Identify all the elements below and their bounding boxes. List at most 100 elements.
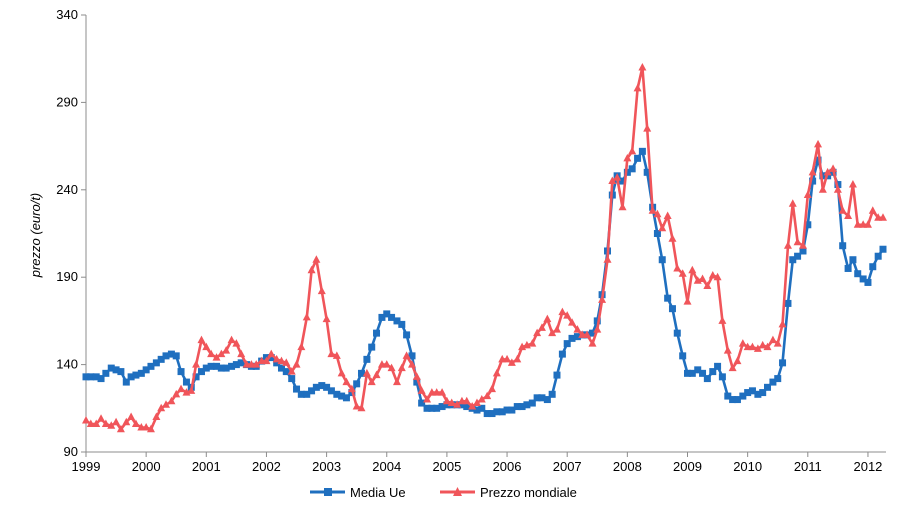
data-point bbox=[423, 395, 432, 403]
data-point bbox=[182, 378, 190, 386]
data-point bbox=[618, 202, 627, 211]
data-point bbox=[628, 165, 636, 173]
data-point bbox=[684, 369, 692, 377]
data-point bbox=[368, 343, 376, 351]
data-point bbox=[462, 396, 471, 405]
data-point bbox=[122, 378, 130, 386]
data-point bbox=[302, 312, 311, 321]
data-point bbox=[252, 360, 261, 368]
data-point bbox=[86, 419, 95, 428]
data-point bbox=[342, 394, 350, 402]
data-point bbox=[663, 211, 672, 220]
data-point bbox=[844, 211, 853, 220]
x-tick-label: 2007 bbox=[553, 459, 582, 474]
data-point bbox=[428, 404, 436, 412]
x-tick-label: 2011 bbox=[794, 459, 822, 474]
data-point bbox=[318, 382, 326, 390]
data-point bbox=[297, 342, 306, 351]
data-point bbox=[373, 329, 381, 337]
data-point bbox=[818, 185, 827, 193]
data-point bbox=[859, 275, 867, 283]
data-point bbox=[688, 369, 696, 377]
data-point bbox=[593, 317, 601, 325]
data-point bbox=[738, 339, 747, 347]
data-point bbox=[187, 386, 196, 394]
data-point bbox=[172, 389, 181, 398]
data-point bbox=[207, 362, 215, 370]
data-point bbox=[829, 164, 838, 172]
data-point bbox=[492, 368, 501, 377]
data-point bbox=[688, 265, 697, 274]
data-point bbox=[698, 274, 707, 282]
data-point bbox=[568, 318, 577, 326]
data-point bbox=[207, 349, 216, 358]
data-point bbox=[819, 172, 827, 180]
data-point bbox=[668, 234, 677, 242]
data-point bbox=[397, 363, 406, 372]
data-point bbox=[543, 314, 552, 323]
data-point bbox=[116, 424, 125, 433]
series bbox=[82, 62, 887, 433]
data-point bbox=[773, 339, 782, 347]
data-point bbox=[228, 362, 236, 370]
data-point bbox=[453, 400, 462, 408]
data-point bbox=[528, 399, 536, 407]
data-point bbox=[287, 367, 296, 375]
data-point bbox=[733, 396, 741, 404]
data-point bbox=[273, 359, 281, 367]
data-point bbox=[794, 252, 802, 260]
data-point bbox=[372, 370, 381, 379]
data-point bbox=[217, 349, 226, 358]
data-point bbox=[387, 363, 396, 372]
data-point bbox=[633, 83, 642, 92]
data-point bbox=[101, 419, 110, 428]
series-line-prezzo-mondiale bbox=[85, 66, 883, 431]
data-point bbox=[432, 388, 441, 396]
data-point bbox=[142, 423, 151, 431]
data-point bbox=[177, 384, 186, 393]
data-point bbox=[683, 297, 692, 305]
data-point bbox=[573, 325, 582, 333]
series-media-ue bbox=[82, 147, 887, 418]
data-point bbox=[848, 180, 857, 188]
data-point bbox=[297, 390, 305, 398]
data-point bbox=[167, 396, 176, 405]
x-tick-label: 2000 bbox=[132, 459, 161, 474]
data-point bbox=[442, 396, 451, 405]
data-point bbox=[117, 368, 125, 376]
data-point bbox=[122, 417, 131, 426]
legend-marker-prezzo-mondiale bbox=[453, 487, 462, 496]
data-point bbox=[417, 386, 426, 394]
data-point bbox=[317, 286, 326, 295]
data-point bbox=[548, 328, 557, 337]
data-point bbox=[403, 331, 411, 339]
data-point bbox=[513, 403, 521, 411]
data-point bbox=[588, 339, 597, 347]
data-point bbox=[483, 391, 492, 400]
data-point bbox=[463, 403, 471, 411]
data-point bbox=[82, 416, 90, 424]
data-point bbox=[378, 313, 386, 321]
data-point bbox=[778, 319, 787, 328]
data-point bbox=[833, 185, 842, 193]
data-point bbox=[327, 349, 336, 358]
data-point bbox=[402, 351, 411, 359]
data-point bbox=[779, 359, 787, 367]
data-point bbox=[82, 373, 90, 381]
data-point bbox=[232, 339, 241, 347]
data-point bbox=[362, 368, 371, 377]
data-point bbox=[508, 406, 516, 414]
data-point bbox=[729, 396, 737, 404]
data-point bbox=[748, 387, 756, 395]
data-point bbox=[709, 368, 717, 376]
data-point bbox=[658, 256, 666, 264]
data-point bbox=[548, 390, 556, 398]
data-point bbox=[598, 295, 607, 303]
data-point bbox=[131, 419, 140, 428]
data-point bbox=[619, 177, 627, 185]
data-point bbox=[593, 325, 602, 333]
data-point bbox=[739, 392, 747, 400]
data-point bbox=[823, 167, 832, 176]
data-point bbox=[643, 124, 652, 132]
data-point bbox=[518, 403, 526, 411]
